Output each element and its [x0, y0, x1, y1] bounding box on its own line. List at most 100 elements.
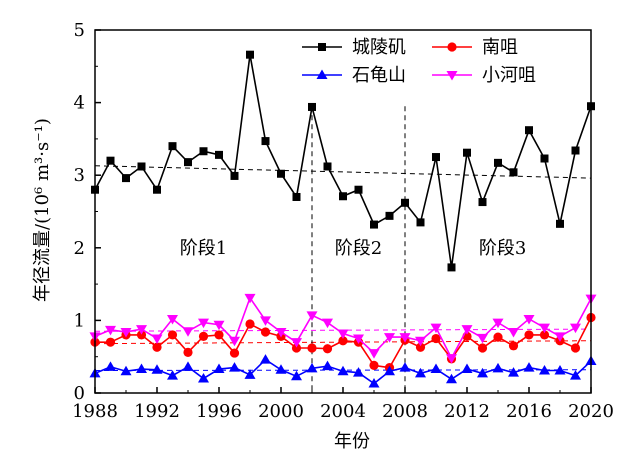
y-tick-label: 0 — [74, 383, 85, 404]
data-point — [213, 363, 225, 374]
data-point — [184, 158, 192, 167]
data-point — [339, 192, 347, 201]
data-point — [275, 328, 287, 338]
data-point — [322, 318, 333, 329]
data-point — [246, 50, 254, 59]
data-point — [570, 343, 581, 353]
data-point — [492, 318, 504, 329]
data-point — [198, 372, 209, 383]
data-point — [477, 333, 488, 344]
data-point — [120, 365, 132, 376]
data-point — [277, 169, 285, 178]
y-tick-label: 5 — [74, 20, 85, 41]
data-point — [213, 320, 225, 331]
data-point — [508, 341, 519, 351]
legend-entry: 石龟山 — [302, 65, 406, 86]
data-point — [384, 365, 395, 376]
data-point — [292, 192, 301, 201]
data-point — [508, 367, 519, 377]
data-point — [308, 102, 316, 111]
data-point — [525, 126, 533, 135]
data-point — [230, 171, 239, 180]
data-point — [105, 361, 116, 371]
data-point — [524, 330, 534, 340]
data-point — [198, 331, 209, 341]
data-point — [477, 343, 488, 353]
data-point — [183, 347, 193, 357]
data-point — [152, 342, 162, 352]
data-point — [446, 373, 457, 384]
x-tick-label: 1996 — [196, 401, 242, 422]
data-point — [337, 329, 349, 339]
data-point — [136, 325, 147, 335]
data-point — [167, 370, 178, 380]
data-point — [120, 328, 132, 338]
data-point — [384, 333, 395, 343]
data-point — [122, 174, 130, 183]
data-point — [523, 314, 535, 325]
data-point — [571, 146, 580, 155]
data-point — [430, 323, 442, 334]
series-group — [89, 354, 597, 388]
data-point — [244, 293, 256, 304]
data-point — [415, 342, 426, 352]
legend-marker — [316, 69, 328, 79]
data-point — [463, 148, 471, 157]
data-point — [554, 364, 566, 375]
data-point — [369, 360, 379, 371]
data-point — [151, 334, 163, 345]
data-point — [261, 137, 270, 146]
data-point — [493, 332, 503, 342]
data-point — [229, 362, 240, 372]
data-point — [416, 218, 425, 227]
axes: 1988 1992 1996 2000 2004 2008 2012 2016 2020 0 1 2 3… — [72, 20, 614, 422]
legend-marker — [447, 42, 457, 52]
data-point — [540, 154, 549, 163]
y-tick-label: 1 — [74, 310, 85, 331]
x-tick-label: 2004 — [320, 401, 366, 422]
data-point — [168, 142, 177, 151]
legend-marker — [446, 71, 458, 81]
legend-label: 石龟山 — [352, 65, 406, 86]
trend-line — [94, 165, 592, 179]
data-point — [570, 370, 581, 380]
data-point — [198, 318, 209, 329]
x-tick-label: 1992 — [134, 401, 180, 422]
x-axis-title: 年份 — [334, 431, 370, 452]
y-axis-title: 年径流量/(10⁶ m³·s⁻¹) — [32, 118, 53, 302]
data-point — [151, 364, 163, 374]
data-point — [446, 354, 457, 364]
data-point — [215, 150, 223, 159]
stage-labels: 阶段1 阶段2 阶段3 — [180, 238, 527, 259]
data-point — [492, 362, 504, 373]
y-tick-label: 2 — [74, 238, 85, 259]
legend-marker — [318, 43, 326, 51]
data-point — [508, 328, 519, 338]
data-point — [167, 314, 178, 325]
data-point — [399, 333, 411, 343]
data-point — [556, 219, 564, 228]
y-tick-label: 3 — [74, 165, 85, 186]
data-point — [430, 363, 442, 374]
data-point — [415, 336, 426, 347]
data-point — [461, 325, 473, 335]
x-tick-label: 2020 — [568, 401, 614, 422]
legend-entry: 小河咀 — [432, 65, 536, 86]
data-point — [245, 319, 255, 329]
data-point — [306, 362, 318, 373]
data-point — [182, 327, 194, 337]
trend-line — [94, 369, 592, 371]
data-series — [89, 50, 597, 388]
data-point — [229, 336, 240, 347]
legend-label: 城陵矶 — [352, 37, 406, 58]
data-point — [199, 147, 208, 156]
data-point — [244, 369, 256, 379]
legend-label: 小河咀 — [482, 65, 536, 86]
data-point — [136, 363, 147, 374]
data-point — [338, 336, 348, 346]
data-point — [478, 198, 487, 207]
data-point — [260, 316, 271, 326]
data-point — [307, 343, 317, 353]
